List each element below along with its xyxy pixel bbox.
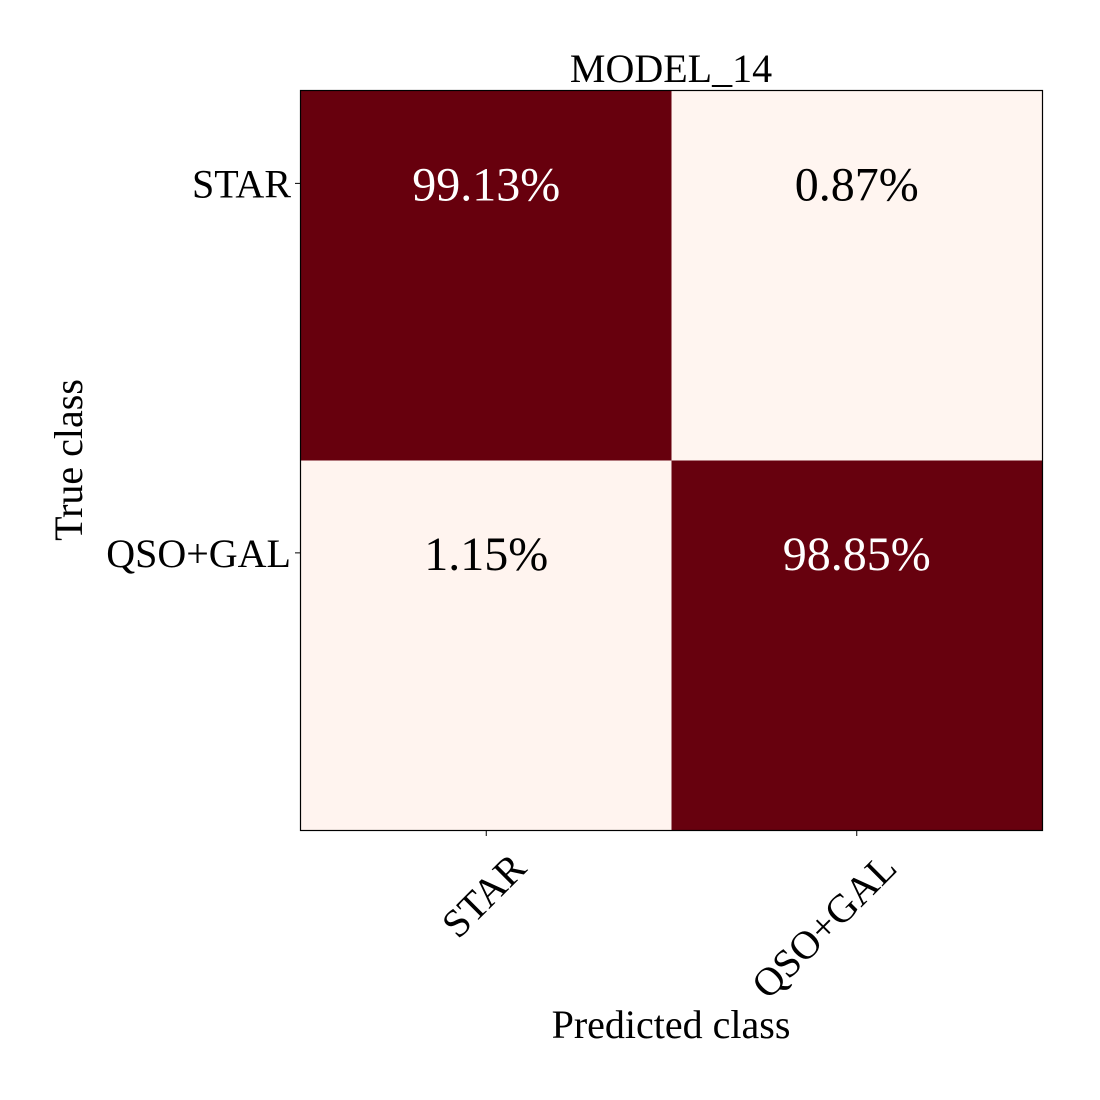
cell-value-label-r1-c0: 1.15%	[424, 528, 548, 581]
y-tick-label-1: QSO+GAL	[106, 531, 291, 576]
heatmap-cells: 99.13% 0.87% 1.15% 98.85%	[301, 91, 1043, 831]
x-tick-label-0: STAR	[433, 844, 535, 946]
heatmap-cell-r1-c0	[301, 460, 672, 831]
cell-value-label-r0-c1: 0.87%	[795, 158, 919, 211]
heatmap-cell-r0-c0	[301, 91, 672, 461]
heatmap-cell-r1-c1	[671, 460, 1043, 831]
x-axis-ticks: STAR QSO+GAL	[433, 830, 905, 1007]
chart-title: MODEL_14	[570, 46, 772, 91]
y-tick-label-0: STAR	[192, 161, 291, 206]
cell-value-label-r0-c0: 99.13%	[412, 158, 560, 211]
y-axis-label: True class	[46, 379, 91, 541]
x-axis-label: Predicted class	[552, 1002, 791, 1047]
plot-frame	[299, 89, 1044, 832]
x-tick-label-1: QSO+GAL	[743, 845, 905, 1007]
heatmap-cell-r0-c1	[671, 91, 1043, 461]
cell-value-label-r1-c1: 98.85%	[783, 528, 931, 581]
y-axis-ticks: STAR QSO+GAL	[106, 161, 301, 576]
